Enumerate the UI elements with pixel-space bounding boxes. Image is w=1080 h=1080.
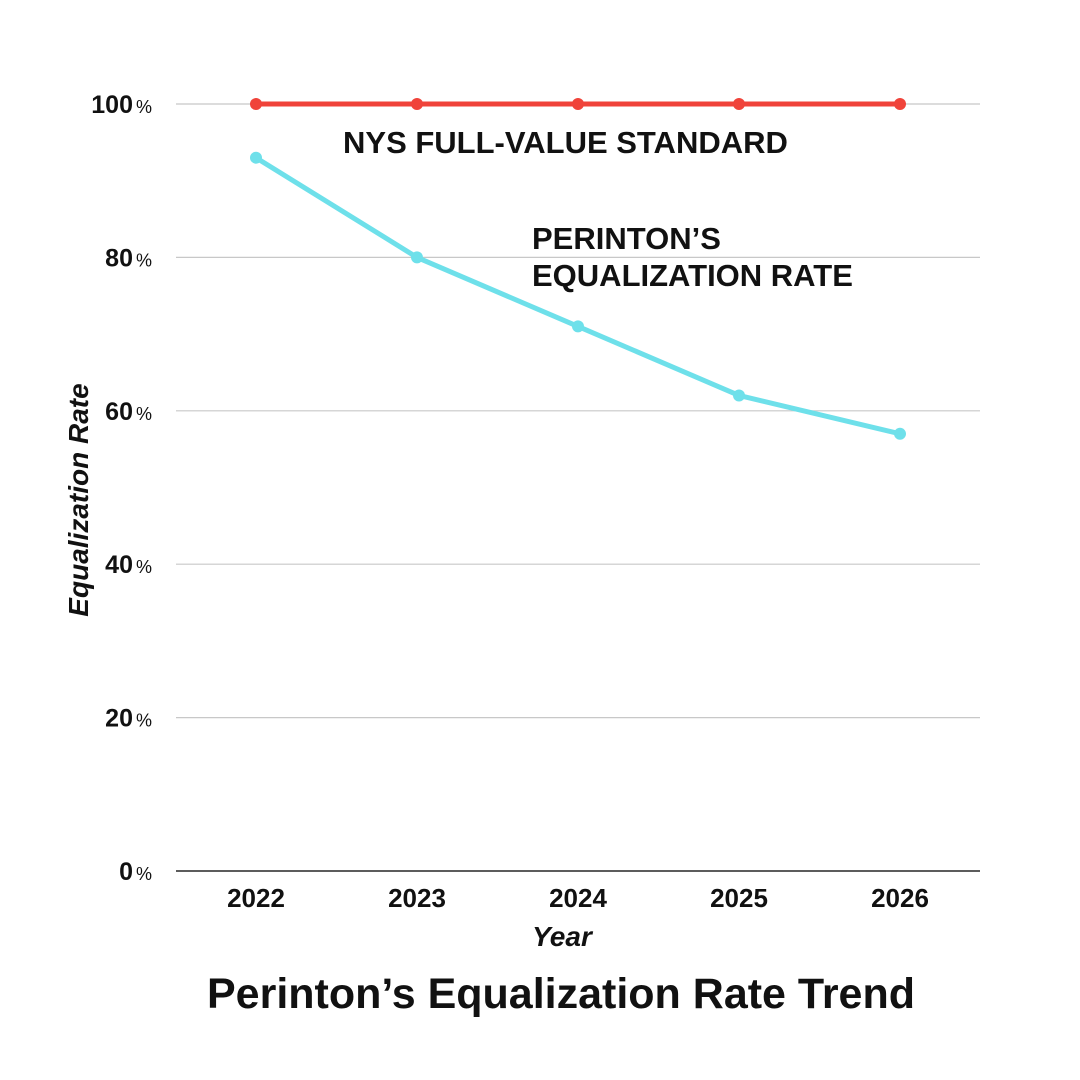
series-label-perinton-rate: PERINTON’S EQUALIZATION RATE	[532, 221, 853, 293]
series-lines	[250, 98, 906, 440]
x-tick-label-2025: 2025	[710, 883, 768, 913]
x-tick-label-2022: 2022	[227, 883, 285, 913]
data-point-s0-2025	[733, 98, 745, 110]
data-point-s1-2022	[250, 151, 262, 164]
y-tick-label-80: 80%	[105, 244, 152, 272]
x-tick-label-2023: 2023	[388, 883, 446, 913]
data-point-s1-2026	[894, 427, 906, 440]
series-line-1	[253, 155, 903, 437]
data-point-s1-2024	[572, 320, 584, 333]
data-point-s0-2026	[894, 98, 906, 110]
y-tick-label-40: 40%	[105, 551, 152, 579]
y-tick-label-100: 100%	[91, 91, 152, 119]
series-label-nys-standard: NYS FULL-VALUE STANDARD	[343, 125, 788, 160]
y-tick-label-0: 0%	[119, 858, 152, 886]
x-tick-label-2026: 2026	[871, 883, 929, 913]
data-point-s0-2024	[572, 98, 584, 110]
data-point-s0-2022	[250, 98, 262, 110]
gridlines	[176, 103, 980, 719]
annotations: NYS FULL-VALUE STANDARD PERINTON’S EQUALI…	[343, 125, 853, 293]
y-tick-label-20: 20%	[105, 705, 152, 733]
y-tick-label-60: 60%	[105, 398, 152, 426]
series-label-line: PERINTON’S	[532, 221, 721, 256]
x-axis-label: Year	[532, 921, 594, 952]
x-tick-label-2024: 2024	[549, 883, 607, 913]
y-axis-label: Equalization Rate	[63, 383, 94, 616]
series-label-line: NYS FULL-VALUE STANDARD	[343, 125, 788, 160]
data-point-s0-2023	[411, 98, 423, 110]
chart-title: Perinton’s Equalization Rate Trend	[207, 970, 915, 1018]
axes: 0 % 20 % 40 % 60 % 80 % 100 % 2022 2023 2024 2025 2026	[91, 91, 980, 913]
series-label-line: EQUALIZATION RATE	[532, 258, 853, 293]
data-point-s1-2023	[411, 251, 423, 264]
data-point-s1-2025	[733, 389, 745, 402]
